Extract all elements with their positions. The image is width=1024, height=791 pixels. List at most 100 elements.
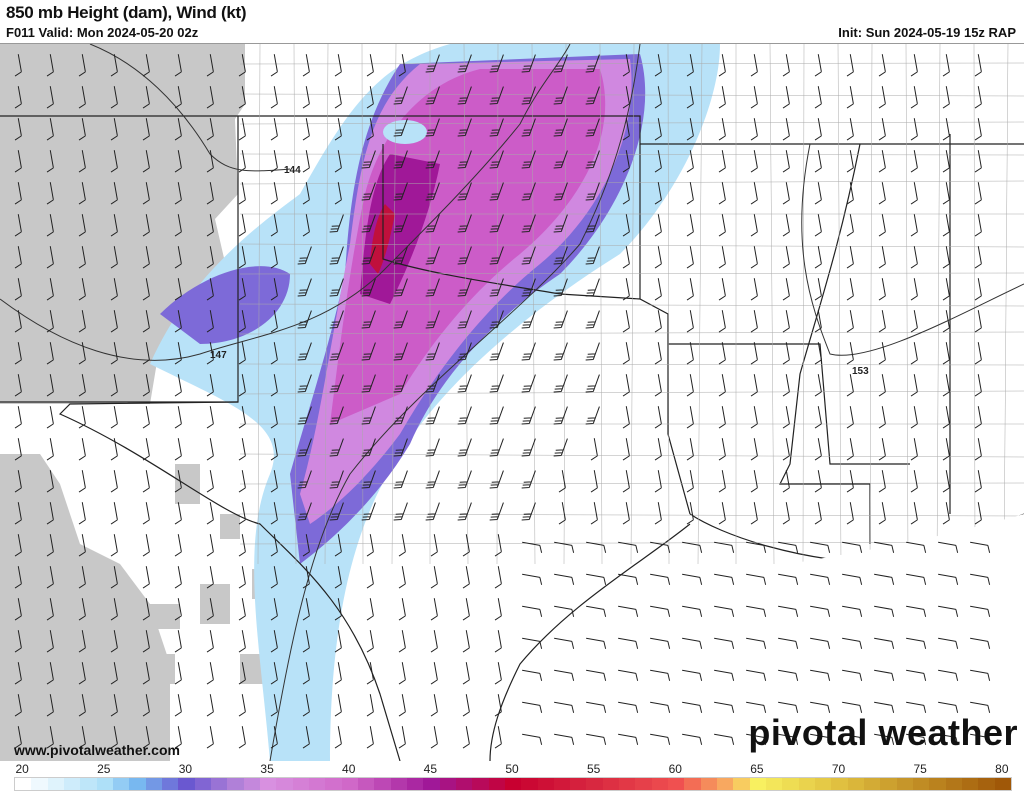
wind-barb	[142, 598, 150, 621]
wind-barb	[14, 470, 22, 493]
wind-barb	[393, 246, 408, 265]
wind-barb	[618, 637, 639, 649]
wind-barb	[398, 662, 406, 685]
wind-barb	[46, 630, 54, 653]
wind-barb	[942, 150, 950, 173]
wind-barb	[238, 598, 246, 621]
wind-barb	[206, 246, 214, 269]
wind-barb	[14, 726, 22, 749]
wind-barb	[910, 374, 918, 397]
colorbar-swatch	[782, 778, 799, 790]
wind-barb	[910, 406, 918, 429]
wind-barb	[622, 406, 630, 429]
wind-barb	[521, 342, 536, 361]
wind-barb	[238, 566, 246, 589]
wind-barb	[782, 342, 790, 365]
wind-barb	[718, 54, 726, 77]
wind-barb	[586, 573, 607, 585]
wind-barb	[586, 669, 607, 681]
wind-barb	[585, 406, 600, 425]
wind-barb	[521, 118, 536, 137]
wind-barb	[654, 54, 662, 77]
wind-barb	[238, 246, 246, 269]
wind-barb	[398, 598, 406, 621]
wind-barb	[522, 733, 543, 745]
wind-barb	[361, 342, 376, 361]
colorbar-swatch	[847, 778, 865, 790]
weather-map[interactable]: 144 147 153	[0, 43, 1024, 761]
wind-barb	[970, 541, 991, 553]
wind-barb	[553, 54, 568, 73]
wind-barb	[174, 438, 182, 461]
wind-barb	[302, 694, 310, 717]
wind-barb	[622, 310, 630, 333]
wind-barb	[585, 54, 600, 73]
wind-barb	[974, 86, 982, 109]
wind-barb	[842, 573, 863, 585]
wind-barb	[425, 438, 440, 457]
wind-barb	[425, 470, 440, 489]
wind-barb	[521, 86, 536, 105]
wind-barb	[878, 182, 886, 205]
wind-barb	[174, 150, 182, 173]
wind-barb	[553, 438, 568, 457]
wind-barb	[686, 438, 694, 461]
wind-barb	[46, 310, 54, 333]
wind-barb	[750, 150, 758, 173]
wind-barb	[425, 86, 440, 105]
wind-barb	[910, 54, 918, 77]
colorbar-tick-label: 65	[750, 762, 764, 776]
wind-barb	[297, 502, 312, 521]
wind-barb	[810, 605, 831, 617]
wind-barb	[878, 310, 886, 333]
wind-barb	[110, 662, 118, 685]
colorbar-tick-label: 55	[586, 762, 601, 776]
wind-barb	[297, 406, 312, 425]
colorbar-swatch	[308, 778, 326, 790]
wind-barb	[654, 278, 662, 301]
wind-barb	[14, 694, 22, 717]
wind-barb	[974, 118, 982, 141]
wind-barb	[110, 86, 118, 109]
wind-barb	[174, 54, 182, 77]
wind-barb	[718, 118, 726, 141]
wind-barb	[329, 374, 344, 393]
wind-barb	[618, 573, 639, 585]
colorbar-swatch	[717, 778, 734, 790]
wind-barb	[650, 541, 671, 553]
wind-barb	[974, 214, 982, 237]
wind-barb	[814, 278, 822, 301]
wind-barb	[714, 605, 735, 617]
wind-barb	[462, 662, 470, 685]
wind-barb	[78, 54, 86, 77]
wind-barb	[878, 150, 886, 173]
wind-barbs	[14, 54, 991, 749]
wind-barb	[842, 637, 863, 649]
wind-barb	[14, 278, 22, 301]
wind-barb	[206, 86, 214, 109]
wind-barb	[270, 726, 278, 749]
wind-barb	[874, 573, 895, 585]
wind-barb	[874, 605, 895, 617]
wind-barb	[78, 406, 86, 429]
wind-barb	[46, 246, 54, 269]
wind-barb	[206, 662, 214, 685]
wind-barb	[750, 374, 758, 397]
wind-barb	[393, 502, 408, 521]
wind-barb	[174, 630, 182, 653]
colorbar	[14, 777, 1012, 791]
wind-barb	[78, 470, 86, 493]
wind-barb	[142, 54, 150, 77]
wind-barb	[270, 118, 278, 141]
wind-barb	[622, 278, 630, 301]
wind-barb	[554, 541, 575, 553]
colorbar-swatch	[292, 778, 309, 790]
wind-barb	[489, 214, 504, 233]
wind-barb	[494, 662, 502, 685]
wind-barb	[14, 630, 22, 653]
wind-barb	[206, 470, 214, 493]
wind-barb	[618, 701, 639, 713]
wind-barb	[650, 733, 671, 745]
wind-barb	[553, 278, 568, 297]
wind-barb	[554, 701, 575, 713]
